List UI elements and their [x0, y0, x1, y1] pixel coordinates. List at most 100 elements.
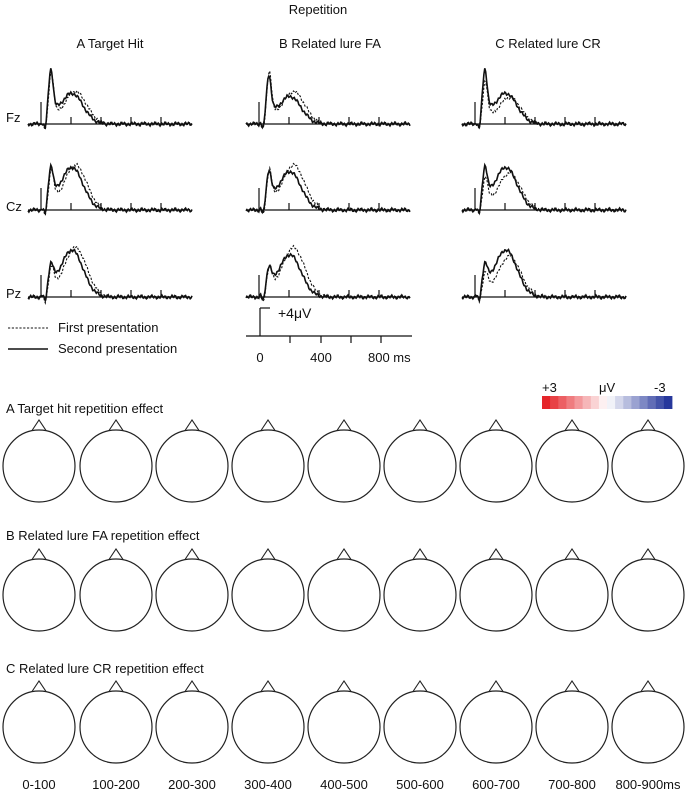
- topographic-maps: [2, 419, 685, 764]
- channel-label-fz: Fz: [6, 110, 20, 125]
- erp-plot-b-pz: [245, 244, 411, 302]
- time-window-label-9: 800-900ms: [615, 777, 681, 792]
- erp-plot-c-fz: [461, 68, 627, 131]
- colorbar-cell: [631, 396, 640, 409]
- colorbar-cell: [607, 396, 616, 409]
- head-outline: [231, 558, 305, 632]
- topo-map-c-2: [79, 680, 153, 764]
- head-outline: [611, 429, 685, 503]
- topo-map-a-8: [535, 419, 609, 503]
- colorbar-cell: [655, 396, 665, 409]
- colorbar-cell: [598, 396, 608, 409]
- colorbar-cell: [590, 396, 600, 409]
- head-outline: [535, 690, 609, 764]
- colorbar-cell: [615, 396, 624, 409]
- channel-label-cz: Cz: [6, 199, 22, 214]
- colorbar-cell: [647, 396, 657, 409]
- erp-plot-c-cz: [461, 162, 627, 217]
- erp-plot-b-cz: [245, 162, 411, 215]
- erp-waveform-grid: [27, 68, 627, 306]
- topo-map-b-2: [79, 548, 153, 632]
- time-window-label-7: 600-700: [472, 777, 520, 792]
- erp-plot-a-pz: [27, 245, 193, 306]
- erp-wave-first-presentation: [246, 244, 411, 302]
- erp-wave-first-presentation: [461, 254, 627, 305]
- head-outline: [231, 690, 305, 764]
- scale-amplitude-label: +4μV: [278, 305, 312, 321]
- colorbar: +3 μV -3: [542, 380, 673, 409]
- erp-wave-first-presentation: [245, 68, 411, 129]
- topo-map-a-5: [307, 419, 381, 503]
- head-outline: [155, 690, 229, 764]
- erp-wave-second-presentation: [27, 248, 193, 304]
- channel-label-pz: Pz: [6, 286, 21, 301]
- colorbar-unit-label: μV: [599, 380, 615, 395]
- topo-map-b-8: [535, 548, 609, 632]
- erp-wave-second-presentation: [461, 162, 627, 216]
- erp-wave-first-presentation: [461, 170, 627, 217]
- head-outline: [231, 429, 305, 503]
- time-window-label-5: 400-500: [320, 777, 368, 792]
- topo-map-b-6: [383, 548, 457, 632]
- erp-wave-second-presentation: [27, 162, 193, 216]
- colorbar-gradient: [542, 396, 673, 409]
- topo-row-a-label: A Target hit repetition effect: [6, 401, 163, 416]
- topo-map-b-1: [2, 548, 76, 632]
- colorbar-cell: [550, 396, 559, 409]
- head-outline: [459, 558, 533, 632]
- time-window-label-2: 100-200: [92, 777, 140, 792]
- topo-map-a-6: [383, 419, 457, 503]
- topo-map-b-7: [459, 548, 533, 632]
- colorbar-cell: [639, 396, 648, 409]
- topo-map-a-9: [611, 419, 685, 503]
- topo-map-b-4: [231, 548, 305, 632]
- time-window-label-4: 300-400: [244, 777, 292, 792]
- figure-title: Repetition: [289, 2, 348, 17]
- erp-wave-first-presentation: [461, 79, 627, 131]
- topo-map-a-3: [155, 419, 229, 503]
- scale-tick-0: 0: [256, 350, 263, 365]
- colorbar-cell: [542, 396, 551, 409]
- colorbar-cell: [558, 396, 567, 409]
- topo-map-b-3: [155, 548, 229, 632]
- head-outline: [307, 558, 381, 632]
- head-outline: [611, 690, 685, 764]
- erp-wave-first-presentation: [245, 162, 411, 214]
- erp-wave-second-presentation: [245, 252, 411, 301]
- topo-map-a-1: [2, 419, 76, 503]
- topo-map-a-7: [459, 419, 533, 503]
- topo-map-b-9: [611, 548, 685, 632]
- time-window-label-8: 700-800: [548, 777, 596, 792]
- erp-wave-first-presentation: [27, 162, 193, 218]
- erp-panel-c-label: C Related lure CR: [495, 36, 601, 51]
- erp-scale-bar: +4μV 0 400 800 ms: [246, 305, 412, 365]
- time-window-label-6: 500-600: [396, 777, 444, 792]
- colorbar-cell: [582, 396, 592, 409]
- head-outline: [535, 429, 609, 503]
- legend-first-label: First presentation: [58, 320, 158, 335]
- head-outline: [307, 690, 381, 764]
- erp-legend: First presentation Second presentation: [8, 320, 177, 356]
- erp-panel-a-label: A Target Hit: [77, 36, 144, 51]
- colorbar-cell: [566, 396, 575, 409]
- head-outline: [535, 558, 609, 632]
- topo-row-c-label: C Related lure CR repetition effect: [6, 661, 204, 676]
- head-outline: [79, 558, 153, 632]
- erp-wave-first-presentation: [27, 70, 192, 132]
- colorbar-cell: [574, 396, 583, 409]
- erp-wave-second-presentation: [461, 248, 627, 304]
- head-outline: [155, 558, 229, 632]
- topo-map-c-9: [611, 680, 685, 764]
- colorbar-neg-label: -3: [654, 380, 666, 395]
- topo-map-b-5: [307, 548, 381, 632]
- time-window-label-1: 0-100: [22, 777, 55, 792]
- topo-map-c-6: [383, 680, 457, 764]
- topo-map-c-7: [459, 680, 533, 764]
- colorbar-cell: [623, 396, 632, 409]
- head-outline: [611, 558, 685, 632]
- time-window-labels: 0-100 100-200 200-300 300-400 400-500 500-600…: [22, 777, 681, 792]
- legend-second-label: Second presentation: [58, 341, 177, 356]
- erp-plot-b-fz: [245, 68, 411, 130]
- head-outline: [79, 690, 153, 764]
